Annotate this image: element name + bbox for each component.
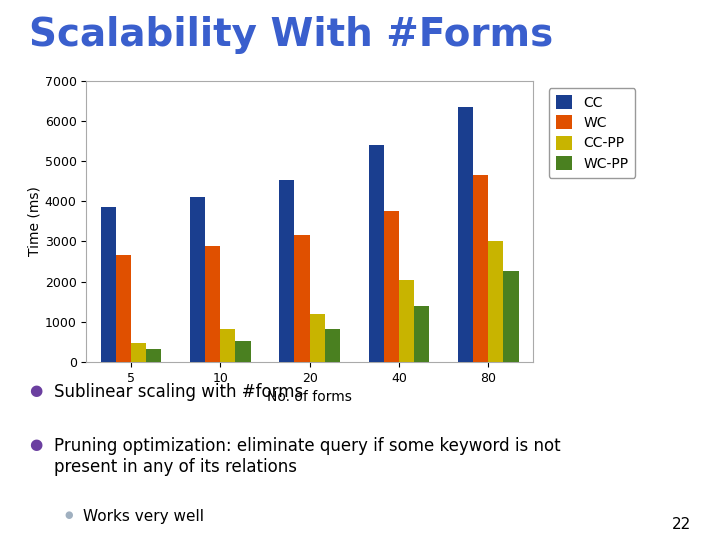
Text: ●: ● [65,510,73,521]
Text: Works very well: Works very well [83,509,204,524]
Y-axis label: Time (ms): Time (ms) [28,186,42,256]
Bar [458,107,473,362]
Text: Sublinear scaling with #forms: Sublinear scaling with #forms [54,383,303,401]
Bar [473,176,488,362]
Bar [116,255,131,362]
Bar [310,314,325,362]
Bar [235,341,251,362]
Bar [325,329,340,362]
Bar [384,211,399,362]
Bar [190,197,205,362]
Bar [503,271,518,362]
Bar [414,306,429,362]
Text: Scalability With #Forms: Scalability With #Forms [29,16,553,54]
Bar [220,329,235,362]
Bar [146,348,161,362]
Legend: CC, WC, CC-PP, WC-PP: CC, WC, CC-PP, WC-PP [549,88,636,178]
Bar [294,235,310,362]
Bar [369,145,384,362]
Text: Pruning optimization: eliminate query if some keyword is not
present in any of i: Pruning optimization: eliminate query if… [54,437,561,476]
Bar [131,342,146,362]
Bar [279,180,294,362]
Text: ●: ● [29,383,42,399]
Bar [399,280,414,362]
X-axis label: No. of forms: No. of forms [267,390,352,404]
Bar [488,241,503,362]
Bar [205,246,220,362]
Text: 22: 22 [672,517,691,532]
Bar [101,207,116,362]
Text: ●: ● [29,437,42,453]
